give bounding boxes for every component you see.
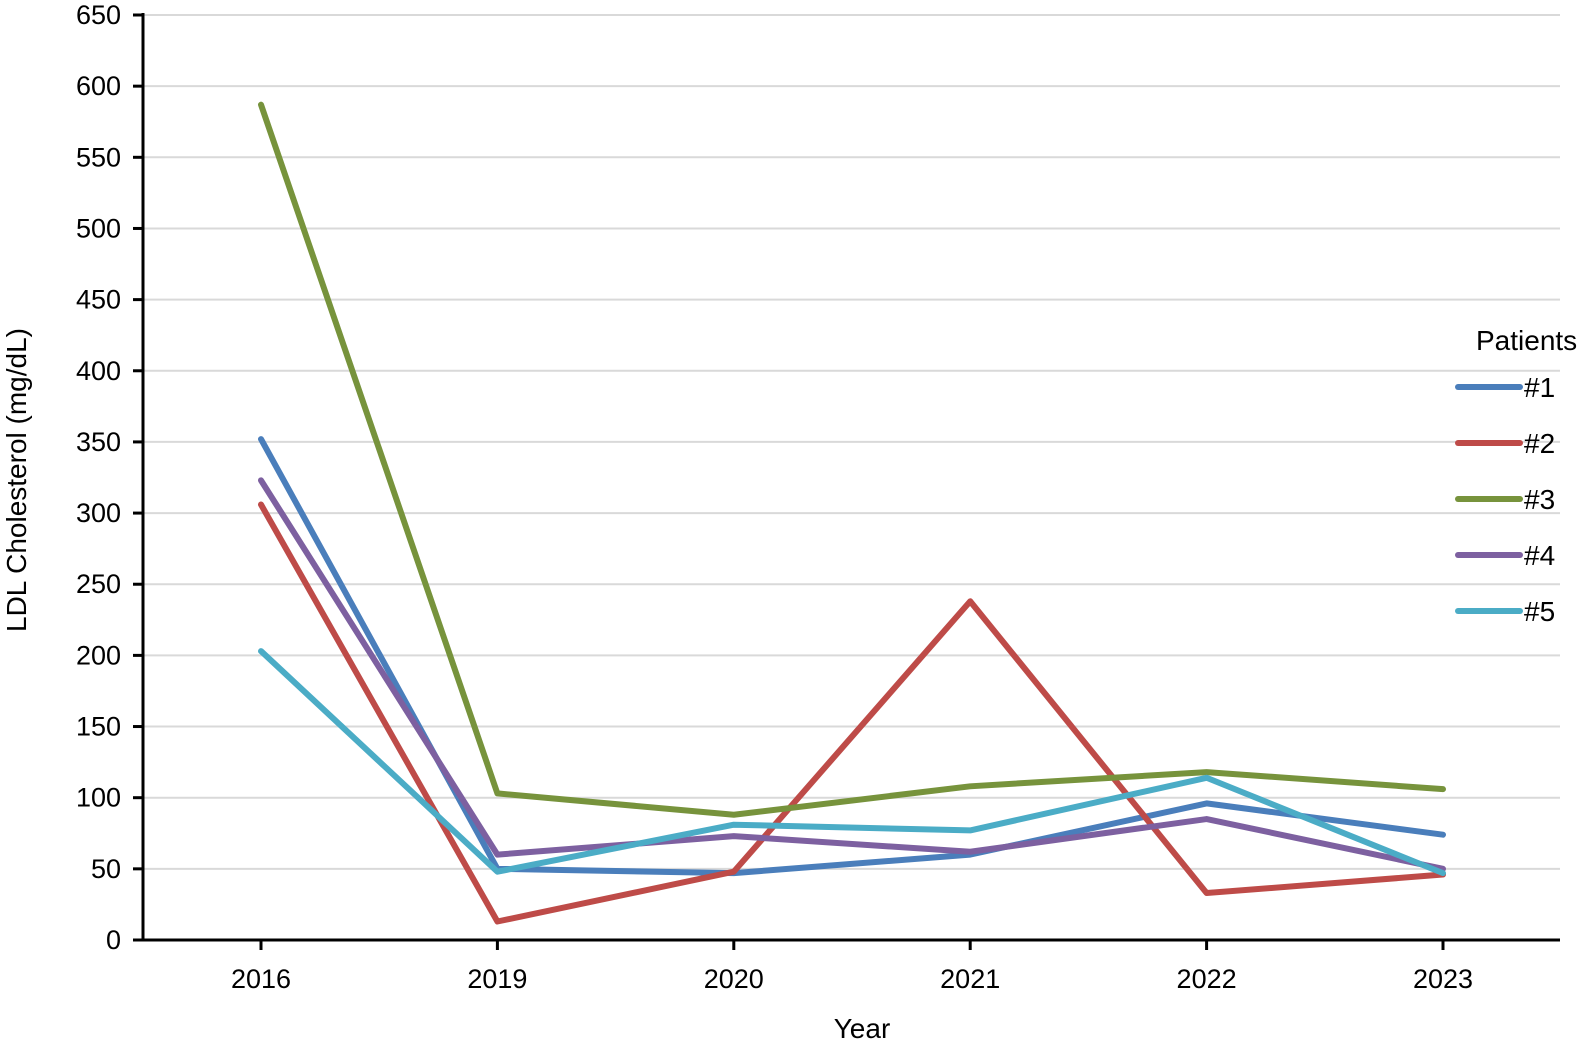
axes [141, 13, 1560, 942]
y-tick-label-50: 50 [91, 854, 121, 884]
gridlines [143, 14, 1560, 870]
y-axis-title: LDL Cholesterol (mg/dL) [1, 328, 32, 632]
legend-label-1: #1 [1524, 372, 1555, 403]
y-tick-label-500: 500 [76, 213, 121, 243]
y-tick-label-150: 150 [76, 712, 121, 742]
y-tick-label-350: 350 [76, 427, 121, 457]
y-tick-label-250: 250 [76, 569, 121, 599]
y-tick-label-200: 200 [76, 640, 121, 670]
y-tick-label-100: 100 [76, 783, 121, 813]
y-tick-label-650: 650 [76, 0, 121, 30]
series-line-3 [258, 101, 1446, 818]
legend-label-3: #3 [1524, 484, 1555, 515]
x-tick-label-2016: 2016 [231, 964, 291, 994]
x-axis-title: Year [834, 1013, 891, 1044]
y-tick-label-550: 550 [76, 142, 121, 172]
x-tick-label-2020: 2020 [704, 964, 764, 994]
legend: Patients #1 #2 #3 #4 #5 [1455, 325, 1577, 627]
x-tick-label-2023: 2023 [1413, 964, 1473, 994]
legend-label-2: #2 [1524, 428, 1555, 459]
legend-title: Patients [1476, 325, 1577, 356]
series-line-2 [258, 501, 1446, 925]
series-lines [258, 101, 1446, 925]
y-axis-ticks: 0 50 100 150 200 250 300 350 400 450 500 550 600 650 [76, 0, 143, 955]
y-tick-label-450: 450 [76, 285, 121, 315]
series-line-5 [258, 648, 1446, 877]
y-tick-label-0: 0 [106, 925, 121, 955]
y-tick-label-300: 300 [76, 498, 121, 528]
y-tick-label-400: 400 [76, 356, 121, 386]
x-tick-label-2019: 2019 [467, 964, 527, 994]
x-axis-ticks: 2016 2019 2020 2021 2022 2023 [231, 940, 1473, 994]
y-tick-label-600: 600 [76, 71, 121, 101]
x-tick-label-2021: 2021 [940, 964, 1000, 994]
series-line-4 [258, 477, 1446, 872]
legend-label-5: #5 [1524, 596, 1555, 627]
legend-label-4: #4 [1524, 540, 1555, 571]
x-tick-label-2022: 2022 [1177, 964, 1237, 994]
